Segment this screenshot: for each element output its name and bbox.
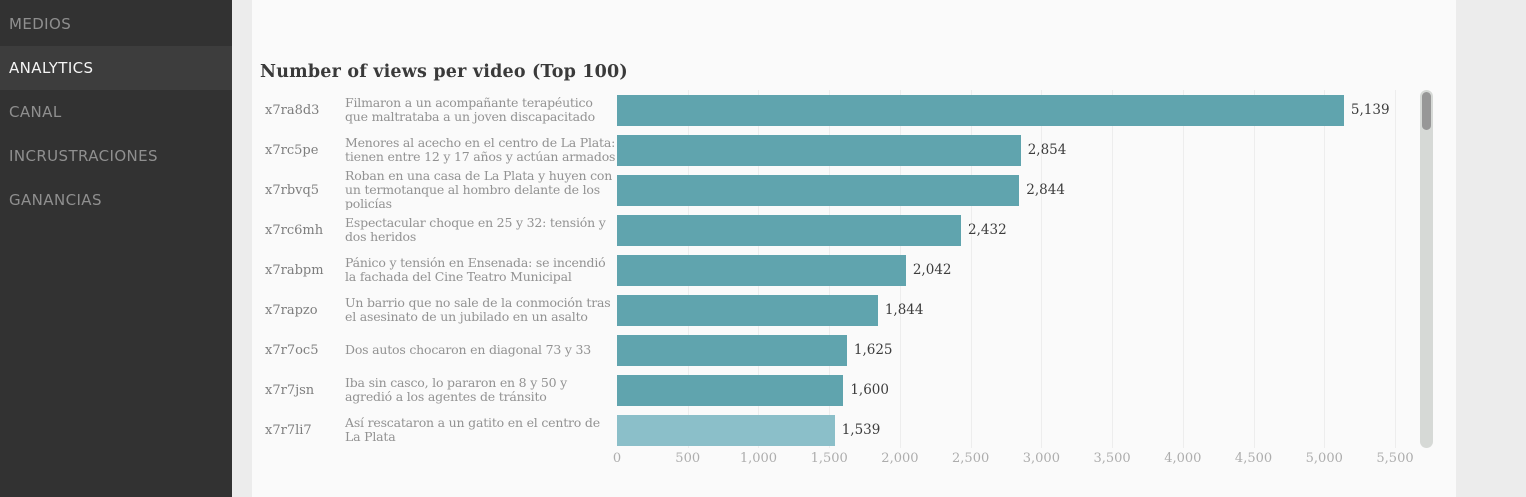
video-label: Pánico y tensión en Ensenada: se incendi… xyxy=(345,255,606,284)
x-tick-label: 500 xyxy=(675,451,701,466)
bar-value: 5,139 xyxy=(1350,102,1390,118)
bar-track: 5,139 xyxy=(617,90,1395,130)
sidebar-item-medios[interactable]: MEDIOS xyxy=(9,15,72,33)
video-id: x7r7jsn xyxy=(265,382,315,398)
x-tick-label: 0 xyxy=(612,451,622,466)
chart-row: x7rapzo Un barrio que no sale de la conm… xyxy=(252,290,1456,330)
bar-value: 1,539 xyxy=(841,422,881,438)
sidebar-item-canal[interactable]: CANAL xyxy=(9,103,62,121)
video-id: x7r7li7 xyxy=(265,422,312,438)
chart-row: x7rbvq5 Roban en una casa de La Plata y … xyxy=(252,170,1456,210)
bar-track: 2,854 xyxy=(617,130,1395,170)
x-tick-label: 1,000 xyxy=(739,451,778,466)
video-id: x7rbvq5 xyxy=(265,182,320,198)
bar-track: 1,844 xyxy=(617,290,1395,330)
chart-scrollbar-thumb[interactable] xyxy=(1422,92,1431,130)
video-id: x7rc6mh xyxy=(265,222,324,238)
chart-row: x7rc6mh Espectacular choque en 25 y 32: … xyxy=(252,210,1456,250)
bar-value: 1,625 xyxy=(853,342,893,358)
bar[interactable] xyxy=(617,334,847,366)
chart-x-axis: 0 500 1,000 1,500 2,000 2,500 3,000 3,500 4,000 4… xyxy=(613,451,1414,469)
bar-value: 2,854 xyxy=(1027,142,1067,158)
video-id: x7rc5pe xyxy=(265,142,319,158)
chart-row: x7r7jsn Iba sin casco, lo pararon en 8 y… xyxy=(252,370,1456,410)
video-id: x7r7oc5 xyxy=(265,342,319,358)
video-label: Roban en una casa de La Plata y huyen co… xyxy=(345,170,613,210)
bar-track: 2,844 xyxy=(617,170,1395,210)
bar-value: 2,042 xyxy=(912,262,952,278)
sidebar-item-incrustraciones[interactable]: INCRUSTRACIONES xyxy=(9,147,158,165)
x-tick-label: 3,000 xyxy=(1022,451,1060,466)
bar[interactable] xyxy=(617,174,1020,206)
video-id: x7rapzo xyxy=(265,302,318,318)
bar[interactable] xyxy=(617,214,962,246)
x-tick-label: 2,000 xyxy=(881,451,919,466)
video-label: Un barrio que no sale de la conmoción tr… xyxy=(345,295,611,324)
bar[interactable] xyxy=(617,294,878,326)
chart-title: Number of views per video (Top 100) xyxy=(260,62,628,82)
chart-row: x7ra8d3 Filmaron a un acompañante terapé… xyxy=(252,90,1456,130)
x-tick-label: 4,000 xyxy=(1164,451,1202,466)
video-label: Espectacular choque en 25 y 32: tensión … xyxy=(345,215,606,244)
x-tick-label: 3,500 xyxy=(1093,451,1131,466)
video-label: Iba sin casco, lo pararon en 8 y 50 y ag… xyxy=(345,375,567,404)
analytics-panel: Number of views per video (Top 100) x7ra… xyxy=(252,0,1456,497)
video-label: Menores al acecho en el centro de La Pla… xyxy=(345,135,616,164)
bar-track: 1,539 xyxy=(617,410,1395,450)
chart-row: x7rc5pe Menores al acecho en el centro d… xyxy=(252,130,1456,170)
x-tick-label: 2,500 xyxy=(952,451,990,466)
bar[interactable] xyxy=(617,254,906,286)
video-id: x7rabpm xyxy=(265,262,324,278)
video-id: x7ra8d3 xyxy=(265,102,320,118)
bar[interactable] xyxy=(617,374,844,406)
bar-value: 1,600 xyxy=(850,382,889,398)
chart-row: x7r7li7 Así rescataron a un gatito en el… xyxy=(252,410,1456,450)
x-tick-label: 1,500 xyxy=(810,451,848,466)
bar[interactable] xyxy=(617,134,1021,166)
sidebar-item-ganancias[interactable]: GANANCIAS xyxy=(9,191,102,209)
video-label: Dos autos chocaron en diagonal 73 y 33 xyxy=(345,342,592,357)
bar-track: 2,042 xyxy=(617,250,1395,290)
x-tick-label: 5,500 xyxy=(1376,451,1414,466)
bar-track: 1,600 xyxy=(617,370,1395,410)
chart-row: x7rabpm Pánico y tensión en Ensenada: se… xyxy=(252,250,1456,290)
chart-rows: x7ra8d3 Filmaron a un acompañante terapé… xyxy=(252,90,1456,450)
chart-scrollbar-track[interactable] xyxy=(1420,90,1433,448)
bar-track: 2,432 xyxy=(617,210,1395,250)
bar-value: 2,844 xyxy=(1026,182,1065,198)
sidebar-item-analytics[interactable]: ANALYTICS xyxy=(0,46,232,90)
video-label: Filmaron a un acompañante terapéutico qu… xyxy=(345,95,595,124)
x-tick-label: 5,000 xyxy=(1305,451,1343,466)
bar[interactable] xyxy=(617,414,835,446)
chart-row: x7r7oc5 Dos autos chocaron en diagonal 7… xyxy=(252,330,1456,370)
bar-value: 1,844 xyxy=(884,302,924,318)
x-tick-label: 4,500 xyxy=(1234,451,1273,466)
bar[interactable] xyxy=(617,94,1344,126)
video-label: Así rescataron a un gatito en el centro … xyxy=(345,415,600,444)
bar-value: 2,432 xyxy=(968,222,1007,238)
sidebar: MEDIOS ANALYTICS CANAL INCRUSTRACIONES G… xyxy=(0,0,232,497)
bar-track: 1,625 xyxy=(617,330,1395,370)
